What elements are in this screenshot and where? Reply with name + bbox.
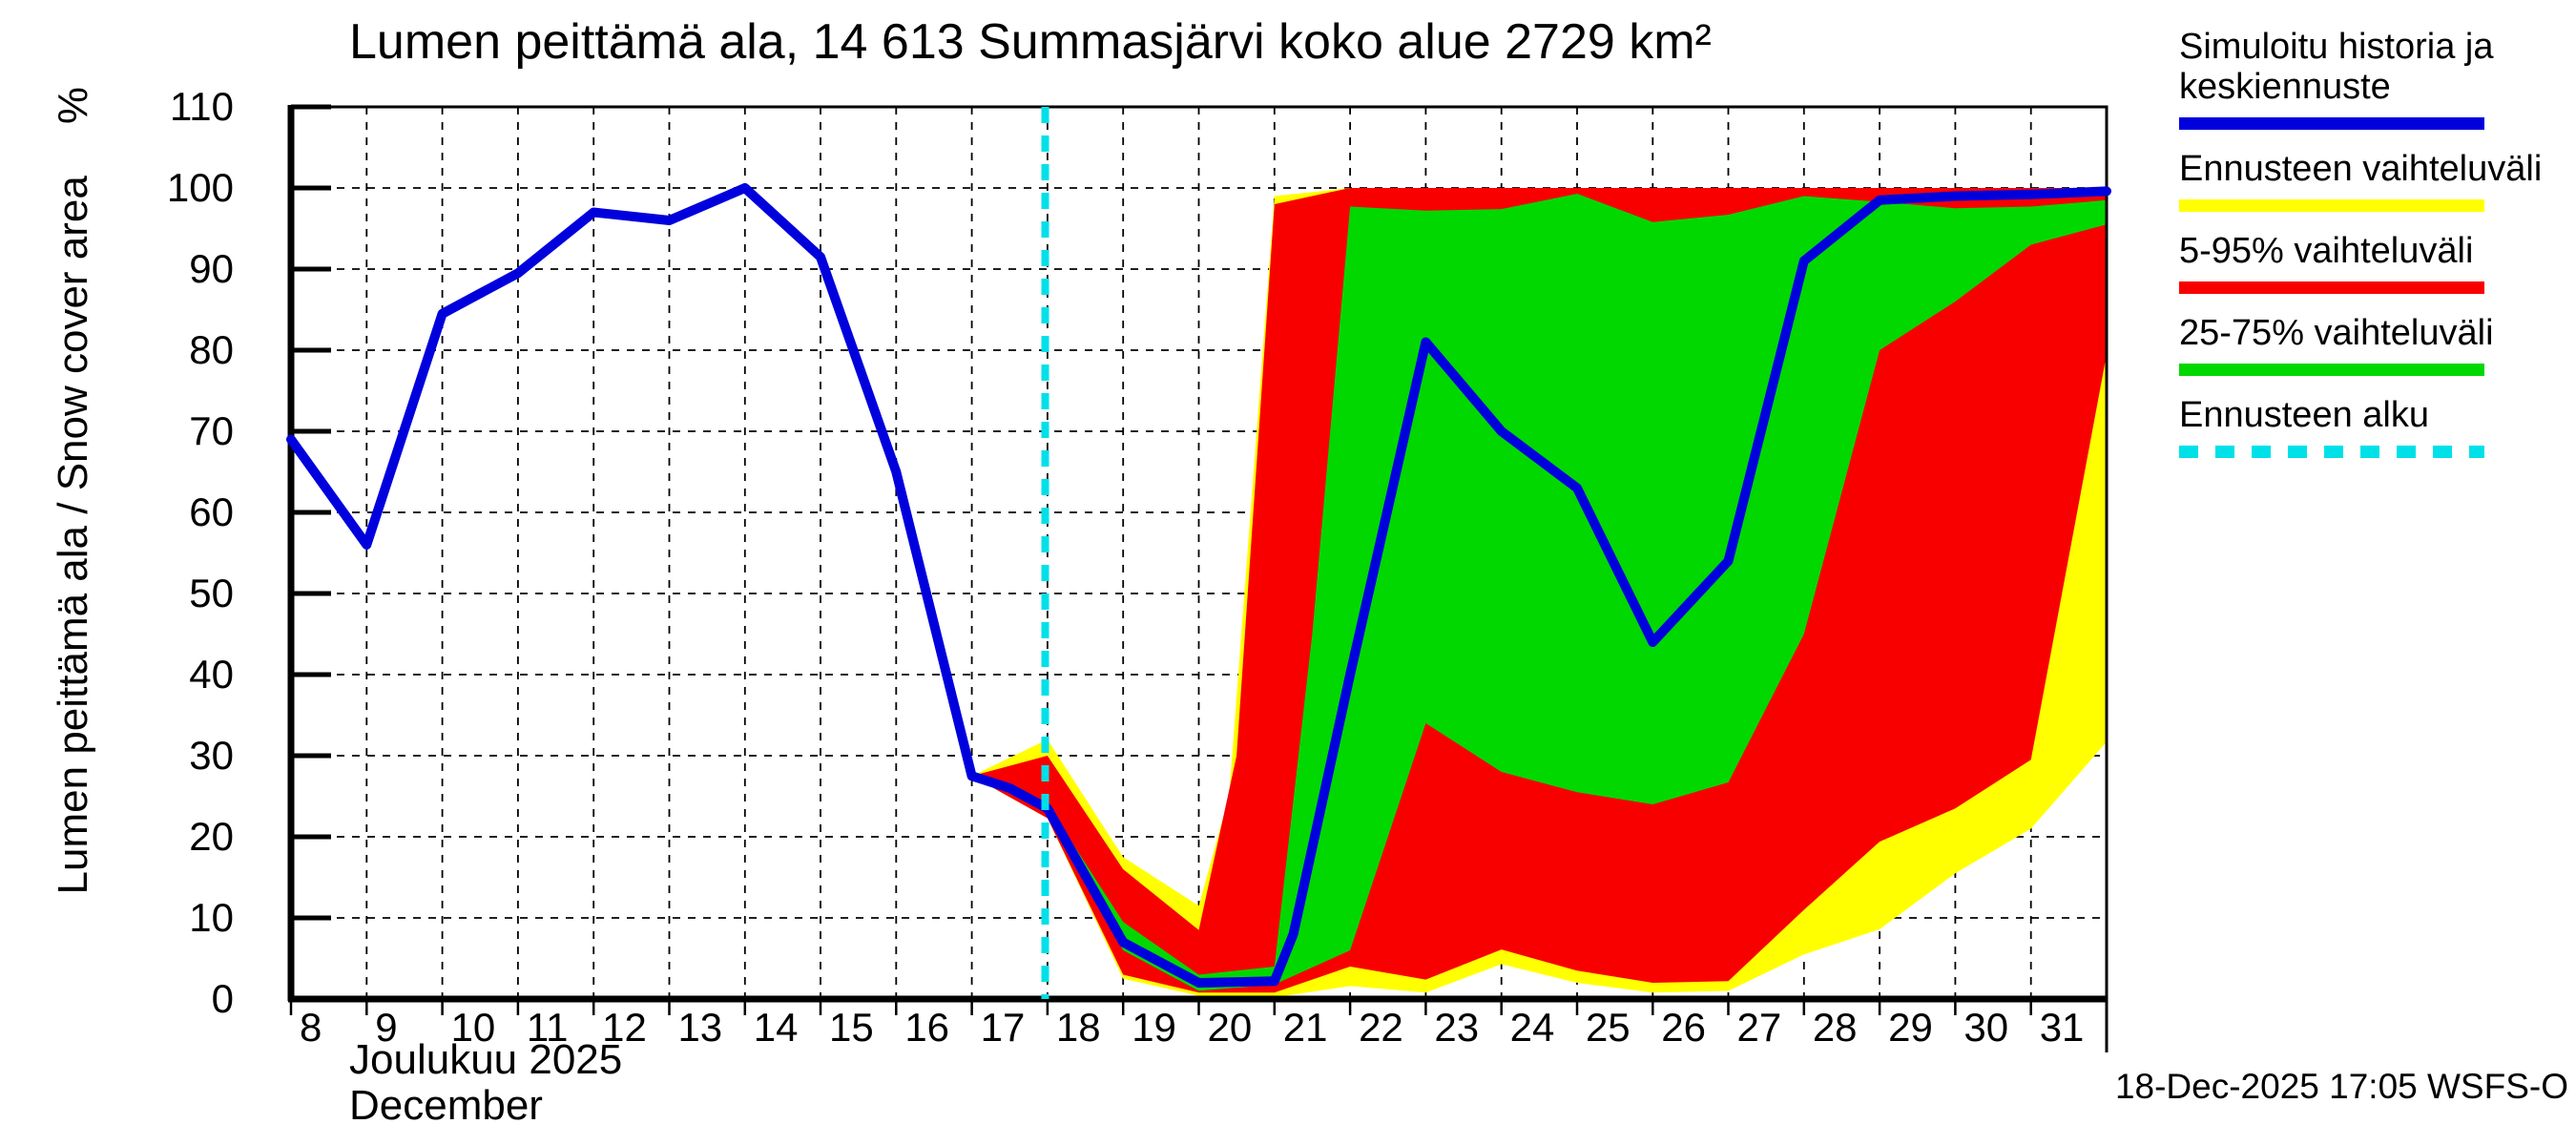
y-tick-label: 20 bbox=[189, 814, 234, 859]
y-tick-label: 60 bbox=[189, 489, 234, 534]
x-tick-label: 8 bbox=[300, 1005, 322, 1050]
x-tick-label: 12 bbox=[602, 1005, 647, 1050]
x-tick-label: 11 bbox=[526, 1005, 569, 1050]
y-tick-label: 100 bbox=[166, 165, 234, 210]
y-axis-label: Lumen peittämä ala / Snow cover area bbox=[50, 176, 96, 895]
x-tick-label: 22 bbox=[1359, 1005, 1403, 1050]
y-tick-label: 80 bbox=[189, 327, 234, 372]
legend-swatch-blue-line bbox=[2179, 117, 2484, 130]
x-tick-label: 10 bbox=[450, 1005, 496, 1050]
legend-label: Ennusteen vaihteluväli bbox=[2179, 149, 2543, 189]
legend-item-5-95-range: 5-95% vaihteluväli bbox=[2179, 231, 2576, 294]
legend: Simuloitu historia ja keskiennuste Ennus… bbox=[2179, 27, 2576, 477]
y-tick-label: 40 bbox=[189, 652, 234, 697]
x-tick-label: 31 bbox=[2039, 1005, 2085, 1050]
legend-item-forecast-range: Ennusteen vaihteluväli bbox=[2179, 149, 2576, 212]
x-tick-label: 24 bbox=[1509, 1005, 1555, 1050]
x-tick-label: 26 bbox=[1661, 1005, 1706, 1050]
y-axis-unit: % bbox=[50, 87, 96, 125]
legend-swatch-green-band bbox=[2179, 364, 2484, 376]
legend-swatch-red-band bbox=[2179, 281, 2484, 294]
x-tick-label: 18 bbox=[1055, 1005, 1101, 1050]
y-tick-label: 50 bbox=[189, 571, 234, 615]
y-tick-label: 0 bbox=[211, 976, 234, 1021]
x-axis-label-english: December bbox=[349, 1082, 543, 1129]
x-tick-label: 28 bbox=[1812, 1005, 1858, 1050]
band-green bbox=[971, 194, 2107, 991]
y-tick-label: 90 bbox=[189, 246, 234, 291]
x-axis-label-finnish: Joulukuu 2025 bbox=[349, 1036, 623, 1083]
x-tick-label: 27 bbox=[1736, 1005, 1782, 1050]
y-axis-label-group: Lumen peittämä ala / Snow cover area % bbox=[50, 77, 96, 1041]
y-tick-label: 110 bbox=[170, 84, 234, 129]
chart-title: Lumen peittämä ala, 14 613 Summasjärvi k… bbox=[349, 14, 1712, 70]
legend-label: Simuloitu historia ja keskiennuste bbox=[2179, 27, 2494, 107]
y-tick-label: 30 bbox=[189, 733, 234, 778]
x-tick-label: 13 bbox=[677, 1005, 723, 1050]
x-tick-label: 16 bbox=[904, 1005, 950, 1050]
y-tick-label: 10 bbox=[189, 895, 234, 940]
legend-label: 25-75% vaihteluväli bbox=[2179, 313, 2494, 353]
x-tick-label: 29 bbox=[1888, 1005, 1933, 1050]
x-tick-label: 19 bbox=[1132, 1005, 1176, 1050]
legend-label: 5-95% vaihteluväli bbox=[2179, 231, 2474, 271]
legend-item-simulated-history: Simuloitu historia ja keskiennuste bbox=[2179, 27, 2576, 130]
legend-swatch-yellow-band bbox=[2179, 199, 2484, 212]
x-tick-label: 14 bbox=[753, 1005, 799, 1050]
x-tick-label: 20 bbox=[1207, 1005, 1253, 1050]
timestamp-watermark: 18-Dec-2025 17:05 WSFS-O bbox=[2114, 1067, 2568, 1106]
x-tick-label: 21 bbox=[1282, 1005, 1328, 1050]
legend-swatch-cyan-dashed-line bbox=[2179, 446, 2484, 458]
x-tick-label: 17 bbox=[980, 1005, 1026, 1050]
legend-item-25-75-range: 25-75% vaihteluväli bbox=[2179, 313, 2576, 376]
x-tick-label: 15 bbox=[829, 1005, 874, 1050]
legend-label: Ennusteen alku bbox=[2179, 395, 2429, 435]
x-tick-label: 9 bbox=[375, 1005, 398, 1050]
x-tick-label: 23 bbox=[1434, 1005, 1480, 1050]
series-history-and-median bbox=[286, 183, 2111, 988]
y-tick-label: 70 bbox=[189, 408, 234, 453]
x-tick-label: 30 bbox=[1963, 1005, 2009, 1050]
legend-item-forecast-start: Ennusteen alku bbox=[2179, 395, 2576, 458]
x-tick-label: 25 bbox=[1585, 1005, 1631, 1050]
